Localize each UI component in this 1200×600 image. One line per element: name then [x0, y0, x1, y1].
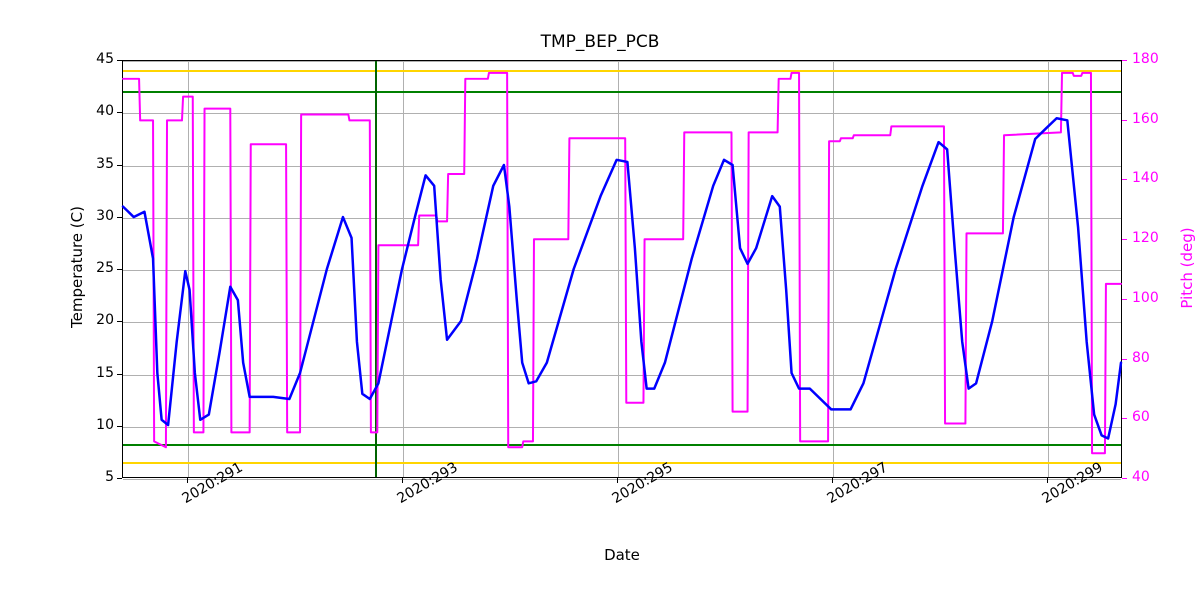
- y-right-tick-label: 60: [1132, 409, 1150, 425]
- y-left-tick: [117, 269, 122, 270]
- y-left-tick-label: 40: [96, 103, 114, 119]
- y-left-tick-label: 10: [96, 417, 114, 433]
- y-right-tick: [1122, 120, 1127, 121]
- grid-hline: [123, 427, 1121, 428]
- x-tick: [402, 478, 403, 483]
- y-right-tick-label: 100: [1132, 290, 1159, 306]
- y-right-tick-label: 80: [1132, 350, 1150, 366]
- y-right-tick: [1122, 359, 1127, 360]
- y-left-tick: [117, 374, 122, 375]
- x-tick: [1047, 478, 1048, 483]
- grid-hline: [123, 218, 1121, 219]
- ref-green-lower: [123, 444, 1121, 446]
- temperature-series: [123, 61, 1121, 477]
- y-left-tick: [117, 112, 122, 113]
- grid-hline: [123, 270, 1121, 271]
- grid-hline: [123, 322, 1121, 323]
- grid-vline: [403, 61, 404, 477]
- x-tick: [617, 478, 618, 483]
- y-left-tick-label: 20: [96, 312, 114, 328]
- y-right-tick: [1122, 478, 1127, 479]
- y-left-tick-label: 25: [96, 260, 114, 276]
- ref-yellow-upper: [123, 70, 1121, 72]
- y-axis-label-left: Temperature (C): [68, 208, 86, 328]
- y-left-tick: [117, 478, 122, 479]
- grid-hline: [123, 479, 1121, 480]
- y-right-tick: [1122, 299, 1127, 300]
- y-left-tick: [117, 321, 122, 322]
- ref-green-vline: [375, 61, 377, 477]
- grid-hline: [123, 61, 1121, 62]
- x-tick: [832, 478, 833, 483]
- y-left-tick: [117, 60, 122, 61]
- y-right-tick-label: 160: [1132, 111, 1159, 127]
- y-left-tick: [117, 165, 122, 166]
- plot-area: [122, 60, 1122, 478]
- y-right-tick-label: 140: [1132, 170, 1159, 186]
- x-tick-label: 2020:293: [394, 491, 405, 507]
- ref-green-upper: [123, 91, 1121, 93]
- grid-vline: [833, 61, 834, 477]
- y-left-tick-label: 15: [96, 365, 114, 381]
- grid-hline: [123, 375, 1121, 376]
- x-axis-label: Date: [122, 546, 1122, 564]
- grid-vline: [618, 61, 619, 477]
- y-right-tick-label: 40: [1132, 469, 1150, 485]
- y-right-tick: [1122, 179, 1127, 180]
- chart-title: TMP_BEP_PCB: [0, 32, 1200, 52]
- y-left-tick-label: 30: [96, 208, 114, 224]
- y-left-tick: [117, 426, 122, 427]
- y-right-tick-label: 180: [1132, 51, 1159, 67]
- y-axis-label-right: Pitch (deg): [1178, 218, 1196, 318]
- ref-yellow-lower: [123, 462, 1121, 464]
- y-left-tick-label: 45: [96, 51, 114, 67]
- x-tick-label: 2020:291: [179, 491, 190, 507]
- grid-vline: [1048, 61, 1049, 477]
- y-right-tick: [1122, 60, 1127, 61]
- x-tick-label: 2020:297: [824, 491, 835, 507]
- x-tick: [187, 478, 188, 483]
- y-right-tick-label: 120: [1132, 230, 1159, 246]
- y-right-tick: [1122, 418, 1127, 419]
- pitch-series: [123, 61, 1121, 477]
- x-tick-label: 2020:295: [609, 491, 620, 507]
- y-left-tick: [117, 217, 122, 218]
- grid-hline: [123, 166, 1121, 167]
- grid-hline: [123, 113, 1121, 114]
- x-tick-label: 2020:299: [1039, 491, 1050, 507]
- y-left-tick-label: 35: [96, 156, 114, 172]
- y-left-tick-label: 5: [105, 469, 114, 485]
- grid-vline: [188, 61, 189, 477]
- y-right-tick: [1122, 239, 1127, 240]
